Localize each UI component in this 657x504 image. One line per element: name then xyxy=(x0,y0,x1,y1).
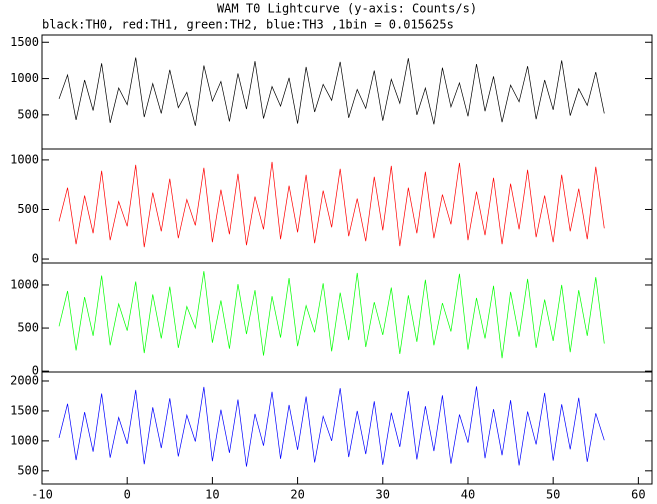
lightcurve xyxy=(58,161,605,248)
x-tick-label: 40 xyxy=(461,488,475,502)
y-tick-label: 500 xyxy=(17,463,39,477)
lightcurve xyxy=(58,386,605,467)
x-tick-label: 10 xyxy=(205,488,219,502)
lightcurve xyxy=(58,57,605,126)
y-tick-label: 2000 xyxy=(10,373,39,387)
lightcurve xyxy=(58,271,605,359)
chart-title: WAM T0 Lightcurve (y-axis: Counts/s) xyxy=(217,2,477,16)
x-tick-label: 60 xyxy=(631,488,645,502)
panel-frame xyxy=(41,262,653,373)
y-tick-label: 500 xyxy=(17,202,39,216)
y-tick-label: 500 xyxy=(17,107,39,121)
y-tick-label: 1000 xyxy=(10,152,39,166)
y-tick-label: 1000 xyxy=(10,277,39,291)
x-tick-label: 20 xyxy=(290,488,304,502)
y-tick-label: 1500 xyxy=(10,35,39,49)
y-tick-label: 0 xyxy=(32,364,39,378)
x-tick-label: 30 xyxy=(376,488,390,502)
x-tick-label: 0 xyxy=(124,488,131,502)
y-tick-label: 1500 xyxy=(10,403,39,417)
y-tick-label: 0 xyxy=(32,252,39,266)
chart-subtitle: black:TH0, red:TH1, green:TH2, blue:TH3 … xyxy=(42,18,454,32)
y-tick-label: 1000 xyxy=(10,433,39,447)
y-tick-label: 1000 xyxy=(10,71,39,85)
panel-frame xyxy=(41,34,653,150)
y-tick-label: 500 xyxy=(17,321,39,335)
panel-frame xyxy=(41,148,653,264)
x-tick-label: 50 xyxy=(546,488,560,502)
panel-frame xyxy=(41,371,653,485)
x-tick-label: -10 xyxy=(31,488,53,502)
